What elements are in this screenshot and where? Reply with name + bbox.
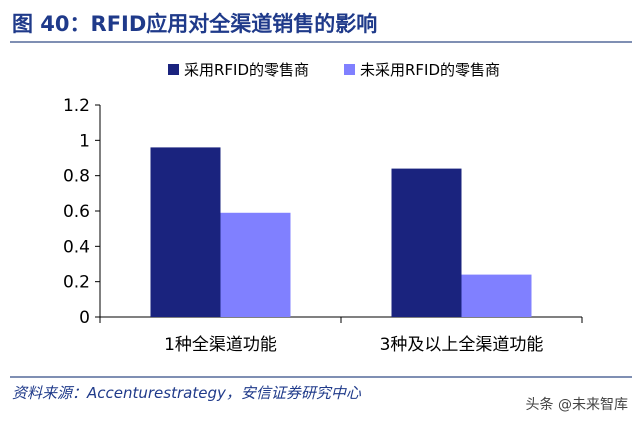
x-category-label: 1种全渠道功能	[164, 335, 277, 355]
legend-swatch-2	[344, 64, 355, 75]
y-tick-label: 0.8	[63, 167, 90, 187]
chart-title: 图 40：RFID应用对全渠道销售的影响	[12, 12, 378, 36]
watermark: 头条 @未来智库	[525, 397, 628, 413]
y-tick-label: 0.2	[63, 273, 90, 293]
bar-1-2	[391, 168, 462, 317]
legend-label-2: 未采用RFID的零售商	[360, 61, 500, 79]
bar-series	[150, 147, 532, 317]
chart-legend: 采用RFID的零售商 未采用RFID的零售商	[168, 61, 500, 79]
source-divider	[10, 376, 632, 378]
title-divider	[10, 41, 632, 43]
y-tick-label: 0	[79, 308, 90, 328]
y-tick-label: 1.2	[63, 96, 90, 116]
x-axis: 1种全渠道功能 3种及以上全渠道功能	[99, 316, 583, 355]
bar-2-2	[461, 274, 532, 317]
x-category-label: 3种及以上全渠道功能	[380, 335, 544, 355]
y-tick-label: 1	[79, 131, 90, 151]
legend-label-1: 采用RFID的零售商	[184, 61, 309, 79]
bar-1-1	[150, 147, 221, 317]
y-axis: 0 0.2 0.4 0.6 0.8 1 1.2	[63, 96, 101, 328]
y-tick-label: 0.4	[63, 237, 90, 257]
bar-chart: 采用RFID的零售商 未采用RFID的零售商 00.20.40.60.811.2 …	[63, 61, 583, 355]
bar-2-1	[220, 212, 291, 317]
source-note: 资料来源：Accenturestrategy，安信证券研究中心	[12, 384, 361, 402]
legend-swatch-1	[168, 64, 179, 75]
y-tick-label: 0.6	[63, 202, 90, 222]
